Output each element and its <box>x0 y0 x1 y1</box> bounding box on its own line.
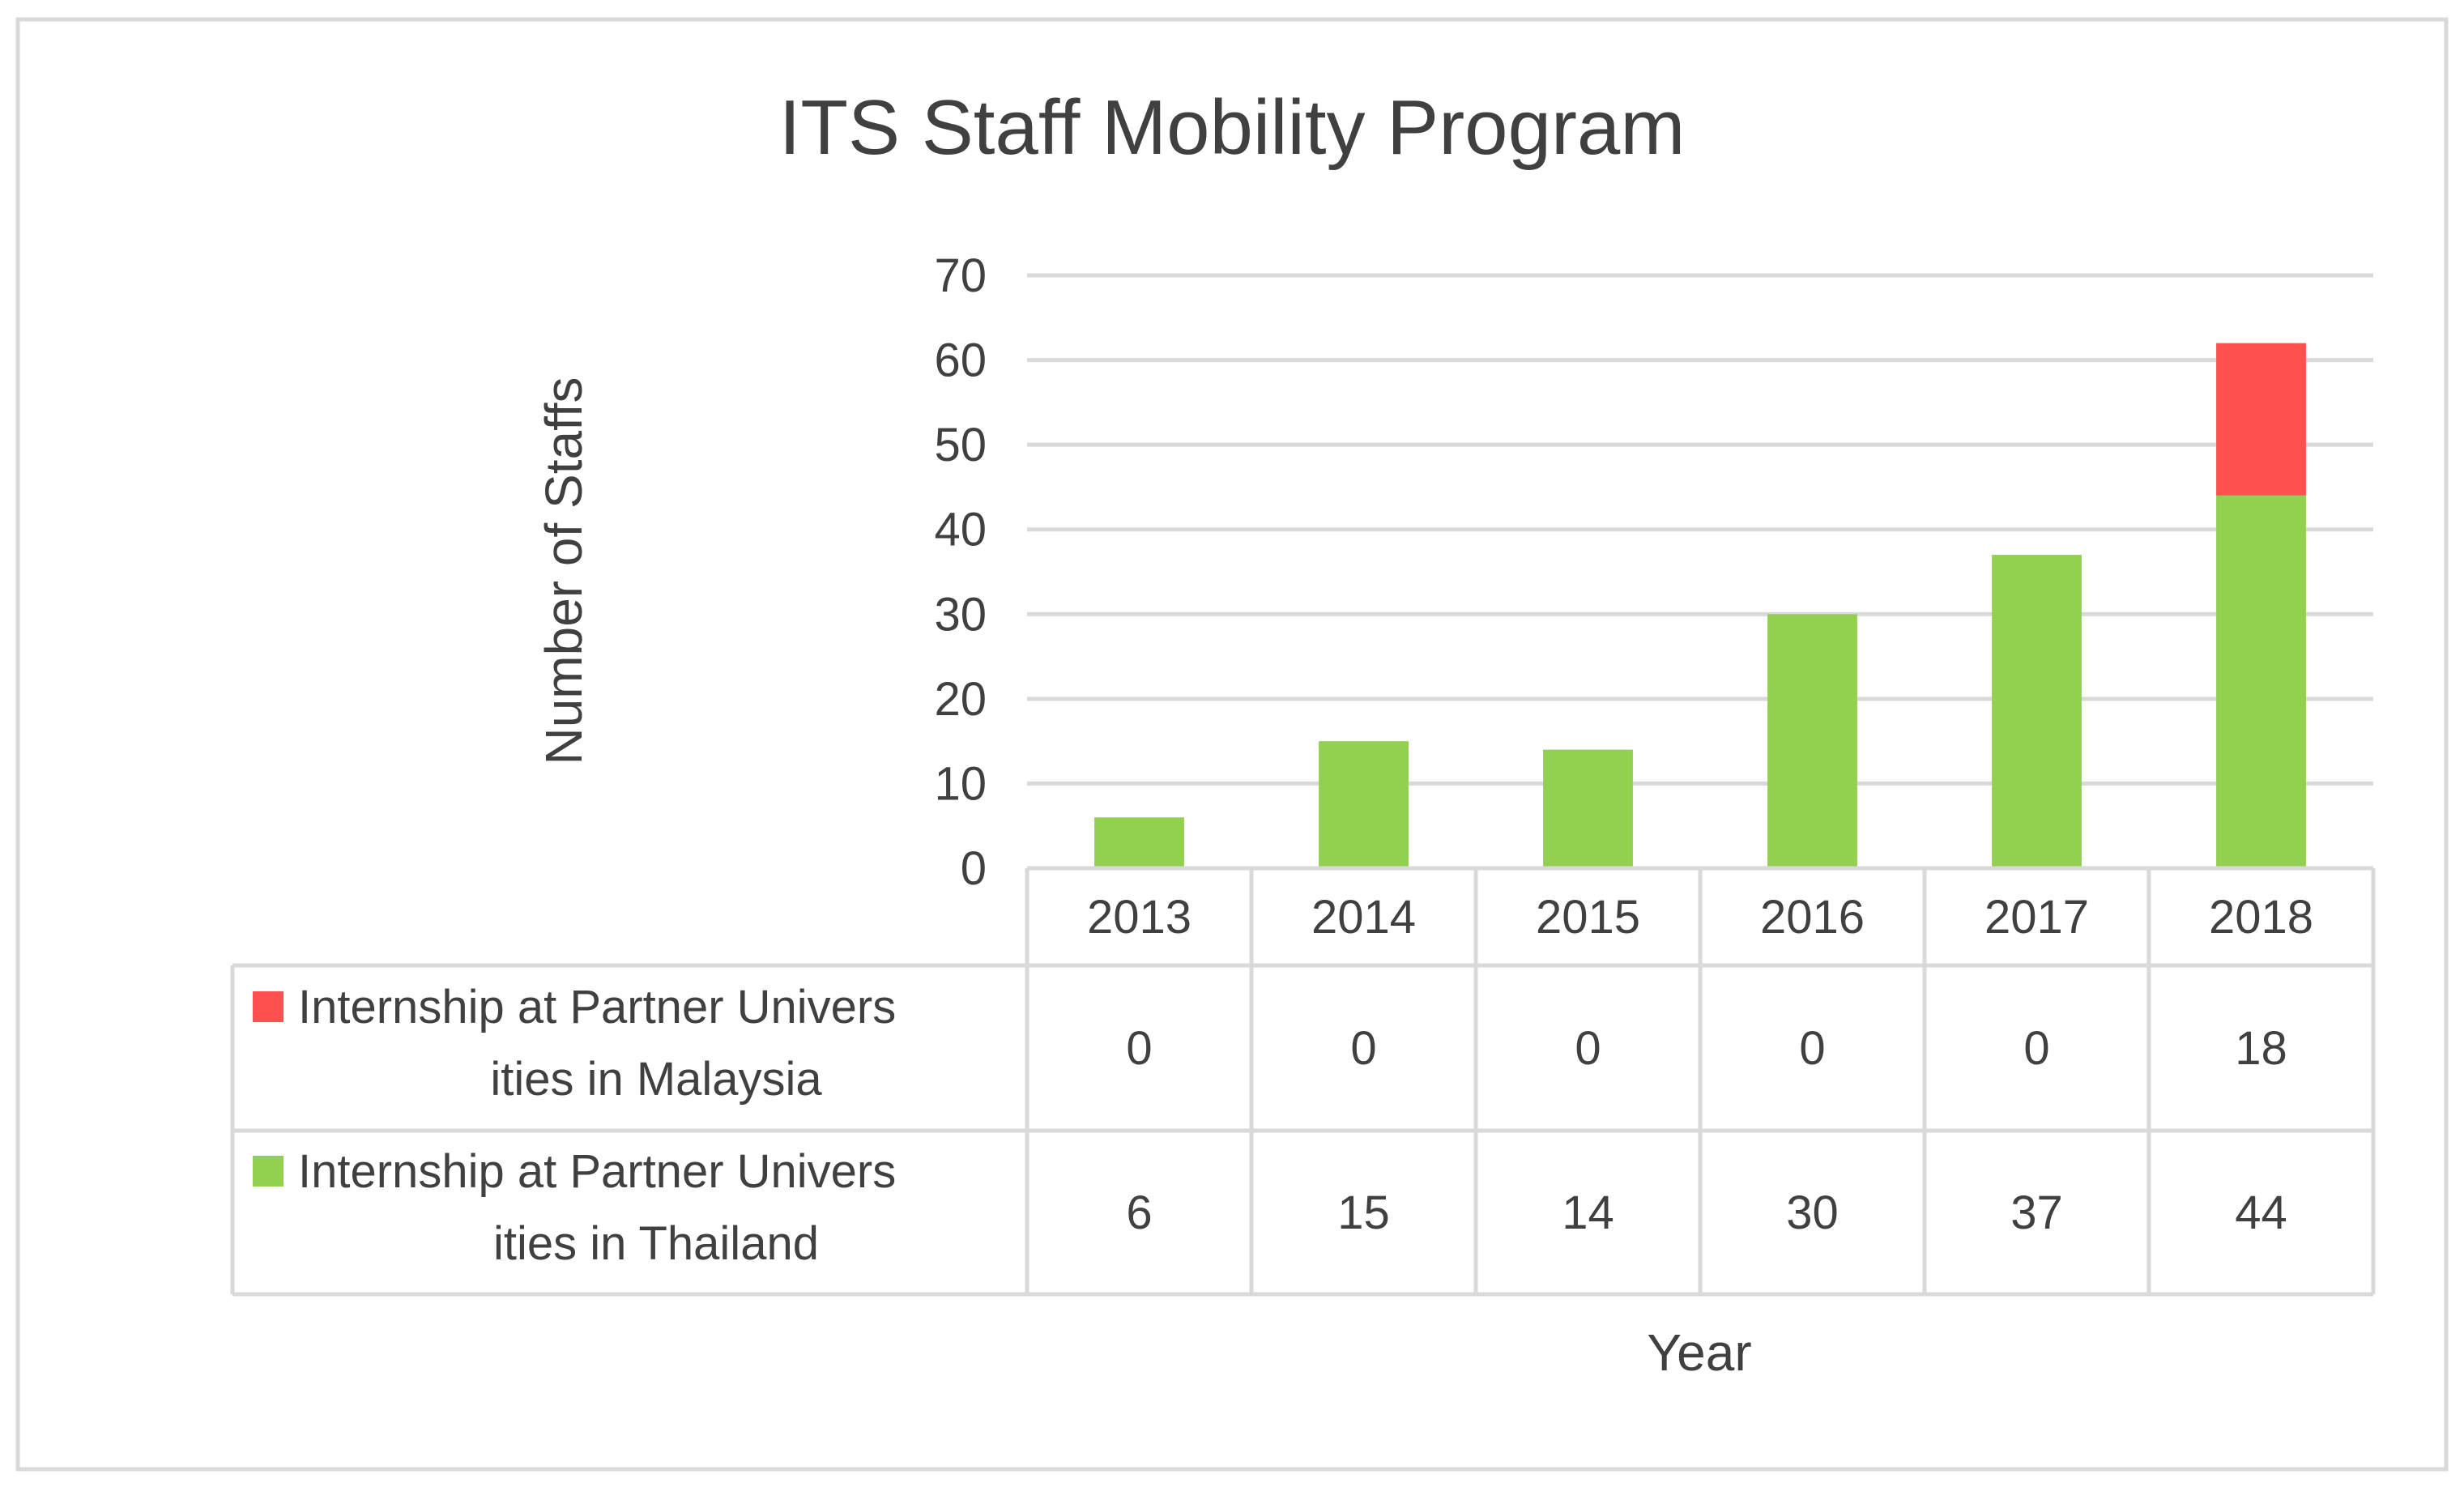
data-table: 2013 2014 2015 2016 2017 2018 Internship at Pa… <box>230 866 2376 1297</box>
table-cell-value: 44 <box>2235 1187 2287 1239</box>
y-tick-label: 50 <box>934 419 987 471</box>
table-cell-value: 0 <box>1575 1022 1601 1075</box>
y-tick-label: 40 <box>934 504 987 556</box>
y-tick-label: 0 <box>961 842 987 895</box>
table-cell-value: 18 <box>2235 1022 2287 1075</box>
y-axis-ticks: 0 10 20 30 40 50 60 70 <box>934 249 987 895</box>
x-tick-label: 2014 <box>1311 891 1416 944</box>
x-tick-label: 2018 <box>2209 891 2313 944</box>
legend-swatch <box>253 1156 283 1187</box>
bars <box>1094 343 2306 868</box>
chart-title: ITS Staff Mobility Program <box>779 84 1686 171</box>
table-cell-value: 37 <box>2010 1187 2063 1239</box>
x-axis-label: Year <box>1647 1323 1751 1382</box>
legend-label: Internship at Partner Univers <box>298 981 896 1033</box>
table-cell-value: 0 <box>1126 1022 1152 1075</box>
bar-segment <box>1992 555 2082 868</box>
table-cell-value: 30 <box>1786 1187 1839 1239</box>
bar-segment <box>1767 614 1857 868</box>
chart-frame <box>15 17 2449 1472</box>
bar-segment <box>1319 741 1409 868</box>
bar-segment <box>2216 495 2306 868</box>
bar-segment <box>2216 343 2306 496</box>
y-tick-label: 10 <box>934 757 987 810</box>
table-cell-value: 15 <box>1337 1187 1390 1239</box>
y-tick-label: 20 <box>934 673 987 726</box>
legend-label: ities in Thailand <box>493 1217 819 1270</box>
x-tick-label: 2013 <box>1087 891 1192 944</box>
legend-label: ities in Malaysia <box>490 1053 822 1106</box>
gridlines <box>1027 273 2373 786</box>
y-tick-label: 30 <box>934 588 987 641</box>
table-cell-value: 0 <box>1350 1022 1376 1075</box>
legend-label: Internship at Partner Univers <box>298 1145 896 1198</box>
bar-segment <box>1094 817 1184 868</box>
y-axis-label: Number of Staffs <box>535 377 593 765</box>
bar-segment <box>1543 749 1633 868</box>
x-tick-label: 2015 <box>1536 891 1640 944</box>
y-tick-label: 70 <box>934 249 987 302</box>
x-tick-label: 2016 <box>1760 891 1865 944</box>
table-cell-value: 0 <box>2023 1022 2049 1075</box>
y-tick-label: 60 <box>934 334 987 387</box>
table-cell-value: 6 <box>1126 1187 1152 1239</box>
legend-swatch <box>253 991 283 1022</box>
x-tick-label: 2017 <box>1984 891 2089 944</box>
table-cell-value: 14 <box>1562 1187 1614 1239</box>
table-cell-value: 0 <box>1799 1022 1825 1075</box>
